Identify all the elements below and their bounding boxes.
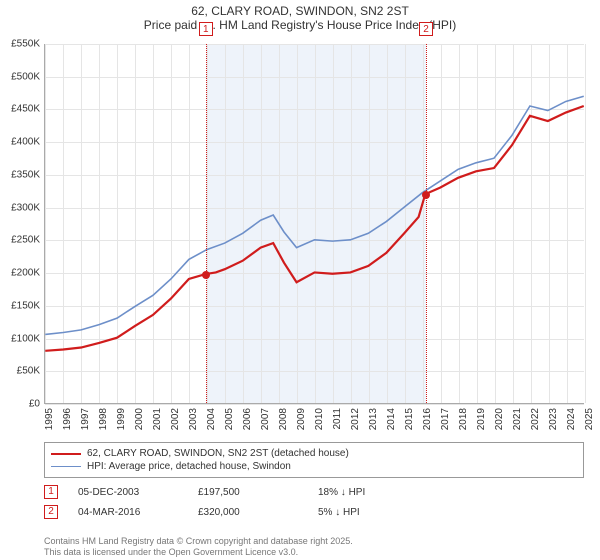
legend-row: 62, CLARY ROAD, SWINDON, SN2 2ST (detach… xyxy=(51,447,577,460)
x-tick-label: 2014 xyxy=(386,408,397,430)
x-axis-labels: 1995 1996 1997 1998 1999 2000 2001 2002 2003 2004… xyxy=(44,406,584,440)
x-tick-label: 2009 xyxy=(296,408,307,430)
event-price: £320,000 xyxy=(198,507,318,518)
event-id: 2 xyxy=(44,505,58,519)
x-tick-label: 2024 xyxy=(566,408,577,430)
x-tick-label: 2019 xyxy=(476,408,487,430)
x-tick-label: 1995 xyxy=(44,408,55,430)
x-tick-label: 2017 xyxy=(440,408,451,430)
x-tick-label: 2004 xyxy=(206,408,217,430)
x-tick-label: 2003 xyxy=(188,408,199,430)
x-tick-label: 2021 xyxy=(512,408,523,430)
title-line1: 62, CLARY ROAD, SWINDON, SN2 2ST xyxy=(0,4,600,18)
x-tick-label: 2025 xyxy=(584,408,595,430)
legend-label: 62, CLARY ROAD, SWINDON, SN2 2ST (detach… xyxy=(87,448,349,459)
event-table: 1 05-DEC-2003£197,50018% ↓ HPI 2 04-MAR-201… xyxy=(44,482,584,522)
x-tick-label: 1998 xyxy=(98,408,109,430)
x-tick-label: 1999 xyxy=(116,408,127,430)
legend-label: HPI: Average price, detached house, Swin… xyxy=(87,461,291,472)
x-tick-label: 2013 xyxy=(368,408,379,430)
event-price: £197,500 xyxy=(198,487,318,498)
chart-area: 12 xyxy=(44,44,584,404)
y-tick-label: £150K xyxy=(11,300,40,311)
series-price_paid xyxy=(45,106,584,351)
x-tick-label: 2022 xyxy=(530,408,541,430)
event-note: 18% ↓ HPI xyxy=(318,487,584,498)
x-tick-label: 1996 xyxy=(62,408,73,430)
x-tick-label: 2006 xyxy=(242,408,253,430)
x-tick-label: 2008 xyxy=(278,408,289,430)
y-tick-label: £350K xyxy=(11,169,40,180)
x-tick-label: 2002 xyxy=(170,408,181,430)
x-tick-label: 2020 xyxy=(494,408,505,430)
legend-swatch xyxy=(51,466,81,467)
x-tick-label: 1997 xyxy=(80,408,91,430)
event-date: 04-MAR-2016 xyxy=(78,507,198,518)
y-tick-label: £450K xyxy=(11,104,40,115)
price-point xyxy=(422,191,430,199)
title-line2: Price paid vs. HM Land Registry's House … xyxy=(0,18,600,32)
price-point xyxy=(202,271,210,279)
y-tick-label: £500K xyxy=(11,71,40,82)
legend-swatch xyxy=(51,453,81,455)
event-marker: 1 xyxy=(199,22,213,36)
x-tick-label: 2010 xyxy=(314,408,325,430)
y-tick-label: £400K xyxy=(11,137,40,148)
y-tick-label: £200K xyxy=(11,268,40,279)
event-note: 5% ↓ HPI xyxy=(318,507,584,518)
x-tick-label: 2018 xyxy=(458,408,469,430)
y-tick-label: £550K xyxy=(11,39,40,50)
chart-svg xyxy=(45,44,584,403)
event-date: 05-DEC-2003 xyxy=(78,487,198,498)
event-marker: 2 xyxy=(419,22,433,36)
x-tick-label: 2007 xyxy=(260,408,271,430)
y-tick-label: £300K xyxy=(11,202,40,213)
x-tick-label: 2023 xyxy=(548,408,559,430)
x-tick-label: 2000 xyxy=(134,408,145,430)
footer-line2: This data is licensed under the Open Gov… xyxy=(44,547,353,558)
x-tick-label: 2001 xyxy=(152,408,163,430)
y-tick-label: £0 xyxy=(29,399,40,410)
event-row: 2 04-MAR-2016£320,0005% ↓ HPI xyxy=(44,502,584,522)
legend: 62, CLARY ROAD, SWINDON, SN2 2ST (detach… xyxy=(44,442,584,478)
footer-line1: Contains HM Land Registry data © Crown c… xyxy=(44,536,353,547)
y-axis-labels: £0£50K£100K£150K£200K£250K£300K£350K£400… xyxy=(0,44,42,404)
x-tick-label: 2005 xyxy=(224,408,235,430)
legend-row: HPI: Average price, detached house, Swin… xyxy=(51,460,577,473)
event-row: 1 05-DEC-2003£197,50018% ↓ HPI xyxy=(44,482,584,502)
x-tick-label: 2011 xyxy=(332,408,343,430)
y-tick-label: £250K xyxy=(11,235,40,246)
event-id: 1 xyxy=(44,485,58,499)
series-hpi xyxy=(45,96,584,334)
x-tick-label: 2015 xyxy=(404,408,415,430)
y-tick-label: £50K xyxy=(17,366,40,377)
chart-title: 62, CLARY ROAD, SWINDON, SN2 2ST Price p… xyxy=(0,0,600,34)
footer: Contains HM Land Registry data © Crown c… xyxy=(44,536,353,559)
x-tick-label: 2016 xyxy=(422,408,433,430)
y-tick-label: £100K xyxy=(11,333,40,344)
x-tick-label: 2012 xyxy=(350,408,361,430)
